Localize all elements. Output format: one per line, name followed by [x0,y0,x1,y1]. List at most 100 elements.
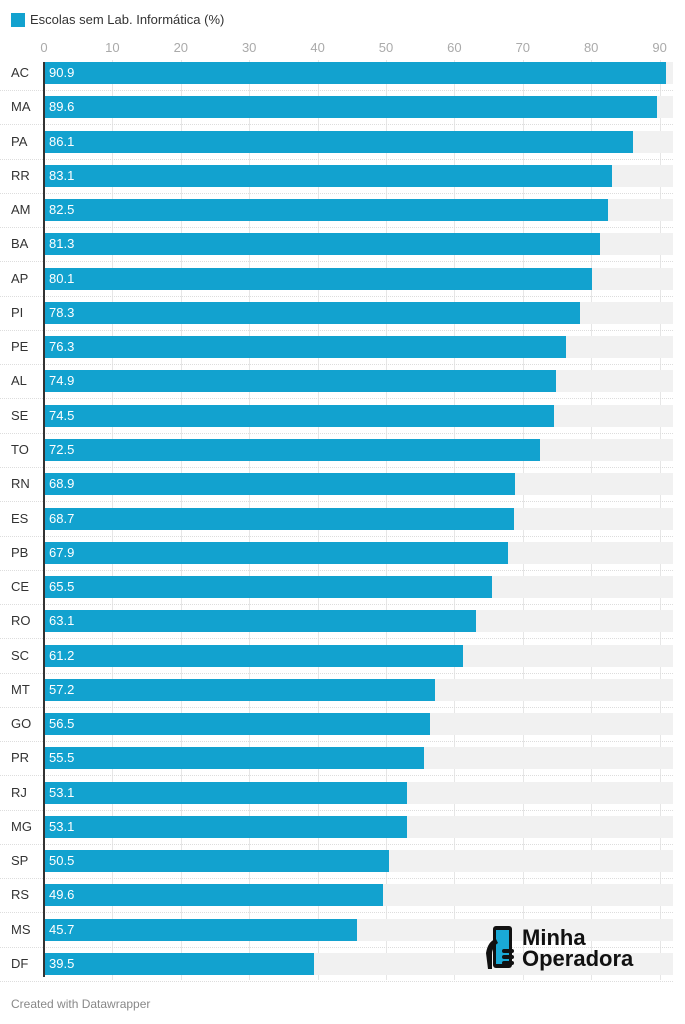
logo-line2: Operadora [522,946,634,971]
bar [44,610,476,633]
bar [44,953,315,976]
bar [44,747,424,770]
bar-value-label: 68.7 [49,510,75,526]
row-separator [0,638,673,640]
row-separator [0,775,673,777]
watermark-logo: Minha Operadora [486,925,633,971]
category-label: SP [11,853,29,869]
bar-value-label: 74.5 [49,407,75,423]
row-separator [0,706,673,708]
row-separator [0,466,673,468]
bar-value-label: 86.1 [49,133,75,149]
category-label: AM [11,202,31,218]
row-separator [0,192,673,194]
bar [44,850,390,873]
bar-value-label: 81.3 [49,236,75,252]
row-separator [0,535,673,537]
credit-link[interactable]: Created with Datawrapper [11,997,151,1011]
category-label: PR [11,750,30,766]
category-label: RN [11,476,30,492]
row-separator [0,741,673,743]
bar-value-label: 61.2 [49,647,75,663]
bar [44,336,566,359]
x-tick-label: 10 [105,40,120,55]
legend-label: Escolas sem Lab. Informática (%) [30,12,225,27]
row-separator [0,843,673,845]
bar-value-label: 56.5 [49,716,75,732]
bar [44,473,516,496]
bar-value-label: 63.1 [49,613,75,629]
category-label: MG [11,818,32,834]
row-separator [0,912,673,914]
bar [44,815,408,838]
category-label: AL [11,373,27,389]
row-separator [0,124,673,126]
bar-value-label: 74.9 [49,373,75,389]
bar-value-label: 82.5 [49,202,75,218]
category-label: CE [11,579,30,595]
row-separator [0,809,673,811]
category-label: PI [11,304,24,320]
bar [44,62,666,84]
row-separator [0,946,673,948]
legend: Escolas sem Lab. Informática (%) [11,12,224,27]
category-label: PA [11,133,28,149]
bar [44,199,609,222]
x-tick-label: 30 [241,40,257,55]
bar-value-label: 76.3 [49,339,75,355]
row-separator [0,604,673,606]
bar [44,576,493,599]
x-tick-label: 70 [515,40,531,55]
category-label: AP [11,270,29,286]
x-tick-label: 50 [378,40,394,55]
bar-value-label: 72.5 [49,441,75,457]
category-label: PB [11,544,29,560]
row-separator [0,90,673,91]
bar [44,713,431,736]
row-separator [0,364,673,366]
bar-value-label: 49.6 [49,887,75,903]
bar-value-label: 90.9 [49,65,75,80]
bar [44,678,436,701]
bar-value-label: 67.9 [49,544,75,560]
category-label: RO [11,613,31,629]
legend-swatch [11,12,25,27]
x-tick-label: 20 [173,40,189,55]
category-label: SC [11,647,30,663]
bar-value-label: 39.5 [49,956,75,972]
bar [44,884,384,907]
bar [44,404,554,427]
bar-value-label: 55.5 [49,750,75,766]
bar-value-label: 80.1 [49,270,75,286]
row-separator [0,261,673,263]
x-tick-label: 60 [447,40,462,55]
bar [44,267,592,290]
bar-value-label: 78.3 [49,304,75,320]
bar-value-label: 89.6 [49,99,75,115]
bar [44,130,633,153]
bar [44,781,408,804]
bar [44,507,514,530]
category-label: DF [11,956,29,972]
bar [44,918,357,941]
row-separator [0,878,673,880]
row-separator [0,432,673,434]
x-tick-label: 0 [40,40,48,55]
category-label: MS [11,921,31,937]
bar-value-label: 68.9 [49,476,75,492]
bar [44,164,613,187]
bar-value-label: 83.1 [49,167,75,183]
bar [44,370,557,393]
x-tick-label: 80 [583,40,599,55]
row-separator [0,329,673,331]
bar [44,438,540,461]
bar-value-label: 53.1 [49,818,75,834]
bar-value-label: 57.2 [49,681,75,697]
x-tick-label: 90 [652,40,667,55]
bar [44,301,580,324]
bar-value-label: 45.7 [49,921,75,937]
category-label: MA [11,99,31,115]
bar-value-label: 50.5 [49,853,75,869]
category-label: TO [11,441,29,457]
row-separator [0,227,673,229]
